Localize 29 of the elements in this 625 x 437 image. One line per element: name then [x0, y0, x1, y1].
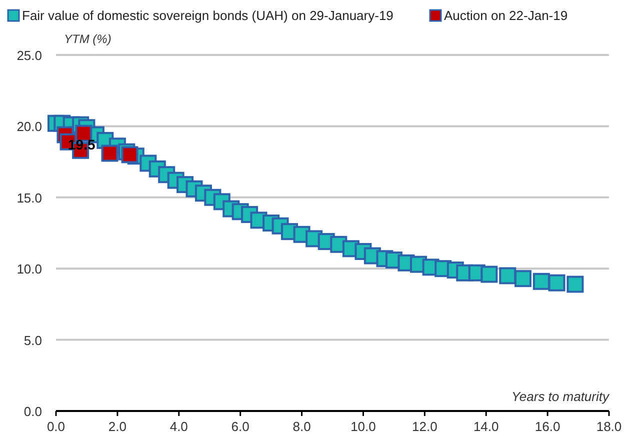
- x-tick-label: 4.0: [170, 419, 188, 434]
- x-tick-label: 8.0: [292, 419, 311, 434]
- point: [480, 266, 498, 283]
- x-tick-label: 16.0: [534, 419, 560, 434]
- x-tick-label: 18.0: [596, 419, 622, 434]
- legend-label: Fair value of domestic sovereign bonds (UAH) on 29-January-19: [22, 8, 394, 23]
- x-tick-label: 2.0: [108, 419, 126, 434]
- point: [566, 276, 584, 293]
- x-axis-title: Years to maturity: [511, 389, 610, 404]
- point: [532, 272, 550, 290]
- point: [548, 274, 566, 292]
- y-tick-label: 5.0: [24, 332, 42, 348]
- y-axis-title: YTM (%): [64, 32, 112, 46]
- y-tick-label: 0.0: [24, 404, 42, 419]
- y-tick-label: 15.0: [16, 190, 42, 206]
- y-tick-label: 10.0: [16, 262, 42, 277]
- y-tick-label: 20.0: [16, 119, 42, 134]
- x-tick-label: 12.0: [412, 419, 438, 434]
- x-tick-label: 6.0: [231, 419, 250, 434]
- y-tick-label: 25.0: [16, 48, 42, 63]
- point: [514, 270, 532, 288]
- point: [101, 144, 118, 162]
- x-tick-label: 0.0: [46, 419, 66, 434]
- legend-label: Auction on 22-Jan-19: [444, 8, 568, 23]
- x-tick-label: 14.0: [473, 419, 499, 434]
- data-label: 19.5: [68, 136, 96, 152]
- x-tick-label: 10.0: [350, 419, 376, 434]
- point: [499, 267, 516, 284]
- point: [121, 146, 138, 164]
